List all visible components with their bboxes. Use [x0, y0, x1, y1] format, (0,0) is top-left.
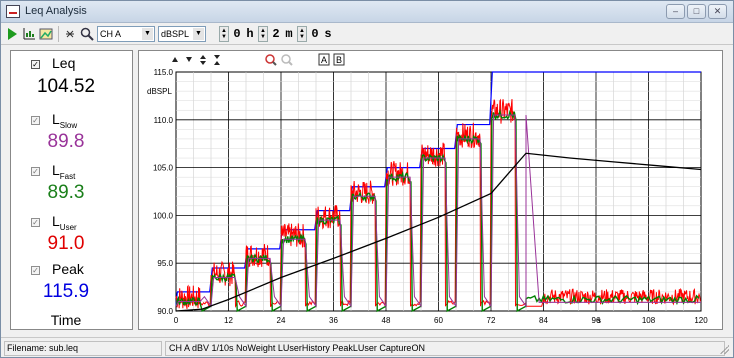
y-axis-labels: 90.0 95.0 100.0 105.0 110.0 115.0 [153, 68, 174, 316]
compress-vertical-icon[interactable] [214, 55, 220, 65]
y-tick-label: 110.0 [154, 116, 174, 125]
chart-grid [175, 71, 702, 312]
expand-vertical-icon[interactable] [200, 55, 206, 65]
luser-checkbox[interactable]: ✓ [31, 218, 40, 227]
seconds-unit: s [324, 27, 332, 41]
status-filename: Filename: sub.leq [4, 341, 162, 356]
marker-a-label: A [321, 55, 327, 65]
y-tick-label: 100.0 [153, 211, 174, 220]
lfast-checkbox[interactable]: ✓ [31, 167, 40, 176]
chevron-down-icon: ▼ [142, 28, 153, 40]
scroll-down-icon[interactable] [186, 57, 192, 62]
series-leq-line [175, 152, 702, 312]
status-bar: Filename: sub.leq CH A dBV 1/10s NoWeigh… [1, 337, 733, 357]
time-label: Time [50, 312, 82, 328]
luser-value: 91.0 [47, 233, 85, 254]
channel-select-value: CH A [100, 29, 122, 39]
seconds-stepper[interactable]: ▲ ▼ [297, 26, 307, 42]
y-tick-label: 105.0 [153, 164, 174, 173]
hours-stepper[interactable]: ▲ ▼ [219, 26, 229, 42]
leq-label: Leq [52, 55, 76, 71]
minutes-value[interactable]: 2 [272, 27, 280, 41]
hours-unit: h [246, 27, 254, 41]
x-tick-label: 12 [224, 316, 233, 325]
peak-value: 115.9 [42, 281, 90, 302]
zoom-in-icon[interactable] [265, 54, 277, 66]
chart-toolbar: A B [172, 53, 345, 66]
y-tick-label: 115.0 [154, 68, 174, 77]
y-axis-title: dBSPL [147, 87, 172, 96]
peak-label: Peak [52, 261, 84, 277]
seconds-value[interactable]: 0 [311, 27, 319, 41]
marker-a-button[interactable] [318, 53, 330, 66]
x-tick-label: 0 [174, 316, 179, 325]
resize-grip-icon[interactable] [719, 344, 729, 354]
title-bar: Leq Analysis – □ ✕ [1, 1, 733, 23]
luser-label: LUser [52, 213, 77, 232]
scroll-up-icon[interactable] [172, 57, 178, 62]
y-tick-label: 90.0 [157, 307, 173, 316]
leq-value: 104.52 [36, 76, 96, 97]
unit-select[interactable]: dBSPL ▼ [158, 26, 206, 42]
maximize-button[interactable]: □ [687, 4, 706, 19]
close-button[interactable]: ✕ [708, 4, 727, 19]
series-luser-line [175, 98, 701, 309]
app-icon [6, 5, 20, 18]
unit-select-value: dBSPL [161, 29, 190, 39]
chevron-down-icon: ▼ [193, 28, 204, 40]
chart-series [175, 71, 702, 313]
toolbar: CH A ▼ dBSPL ▼ ▲ ▼ 0 h ▲ ▼ 2 m ▲ ▼ 0 s [1, 23, 733, 45]
lslow-label: LSlow [52, 111, 78, 130]
cursor-mode-icon[interactable] [64, 26, 76, 42]
channel-select[interactable]: CH A ▼ [97, 26, 155, 42]
x-tick-label: 72 [487, 316, 496, 325]
minutes-stepper[interactable]: ▲ ▼ [258, 26, 268, 42]
marker-b-label: B [336, 55, 342, 65]
x-tick-label: 120 [694, 316, 708, 325]
chart-view-icon[interactable] [22, 26, 36, 42]
meter-panel: ✓ Leq 104.52 ✓ LSlow 89.8 ✓ LFast 89.3 ✓… [10, 50, 133, 330]
x-tick-label: 84 [539, 316, 548, 325]
play-icon[interactable] [6, 26, 18, 42]
hours-value[interactable]: 0 [233, 27, 241, 41]
x-tick-label: 36 [329, 316, 338, 325]
lfast-value: 89.3 [47, 182, 85, 203]
peak-checkbox[interactable]: ✓ [31, 266, 40, 275]
chart-panel: A B 90.0 95.0 100.0 105.0 110.0 115.0 0 12 24 36… [138, 50, 723, 330]
x-tick-label: 60 [434, 316, 443, 325]
minutes-unit: m [285, 27, 293, 41]
leq-chart[interactable]: A B 90.0 95.0 100.0 105.0 110.0 115.0 0 12 24 36… [139, 51, 722, 329]
x-tick-label: 24 [277, 316, 286, 325]
x-tick-label: 48 [382, 316, 391, 325]
status-info: CH A dBV 1/10s NoWeight LUserHistory Pea… [165, 341, 725, 356]
minimize-button[interactable]: – [666, 4, 685, 19]
x-tick-label: 96 [592, 316, 601, 325]
zoom-out-icon[interactable] [281, 54, 293, 66]
image-export-icon[interactable] [39, 26, 53, 42]
zoom-icon[interactable] [80, 26, 94, 42]
leq-checkbox[interactable]: ✓ [31, 60, 40, 69]
lslow-value: 89.8 [47, 131, 85, 152]
x-axis-title: s [597, 316, 601, 325]
marker-b-button[interactable] [333, 53, 345, 66]
lslow-checkbox[interactable]: ✓ [31, 116, 40, 125]
series-lslow-line [175, 114, 701, 308]
x-tick-label: 108 [642, 316, 656, 325]
toolbar-separator [58, 26, 59, 42]
x-axis-labels: 0 12 24 36 48 60 72 84 96 108 120 [174, 316, 708, 325]
lfast-label: LFast [52, 162, 76, 181]
y-tick-label: 95.0 [157, 259, 173, 268]
window-title: Leq Analysis [25, 5, 87, 17]
